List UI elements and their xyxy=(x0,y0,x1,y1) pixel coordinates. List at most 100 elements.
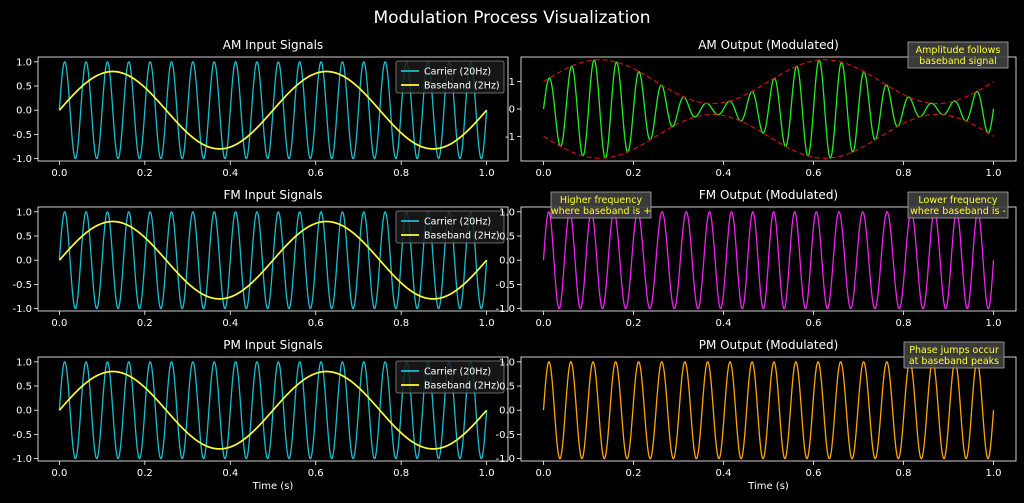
x-tick-label: 0.2 xyxy=(626,318,642,329)
subplot-fm-output: FM Output (Modulated) 0.0 0.2 0.4 0.6 0.8 1.0 -… xyxy=(495,188,1017,329)
subplot-pm-output: PM Output (Modulated) 0.0 0.2 0.4 0.6 0.8 1.0 -… xyxy=(495,338,1017,492)
annotation-background xyxy=(907,191,1009,219)
x-tick-label: 0.2 xyxy=(137,318,153,329)
annotation-text-line: Higher frequency xyxy=(560,195,643,206)
y-tick-label: -1.0 xyxy=(495,454,515,465)
legend-box xyxy=(395,210,505,244)
axes-frame xyxy=(37,56,509,162)
legend-label: Baseband (2Hz) xyxy=(424,81,500,92)
annotation-background xyxy=(550,191,652,219)
plot-area xyxy=(542,211,995,310)
axes-frame xyxy=(520,356,1017,462)
y-tick-label: 0.0 xyxy=(499,256,515,267)
legend: Carrier (20Hz) Baseband (2Hz) xyxy=(395,360,505,394)
y-tick-label: 1.0 xyxy=(499,207,515,218)
subplot-pm-input: PM Input Signals 0.0 0.2 0.4 0.6 0.8 1.0 -1.0 -0… xyxy=(12,338,509,492)
y-tick-label: 0.0 xyxy=(499,406,515,417)
subplot-title: PM Output (Modulated) xyxy=(699,338,839,352)
legend-label: Carrier (20Hz) xyxy=(424,67,491,78)
annotation-text-line: at baseband peaks xyxy=(909,356,999,367)
x-tick-label: 0.6 xyxy=(806,468,822,479)
y-tick-label: -0.5 xyxy=(12,430,32,441)
y-tick-label: 0.5 xyxy=(16,382,32,393)
x-tick-label: 0.4 xyxy=(716,318,732,329)
x-tick-label: 1.0 xyxy=(479,468,495,479)
x-tick-label: 0.0 xyxy=(536,318,552,329)
x-tick-label: 0.8 xyxy=(896,468,912,479)
x-tick-label: 0.4 xyxy=(222,168,238,179)
x-tick-label: 0.6 xyxy=(308,468,324,479)
legend-label: Baseband (2Hz) xyxy=(424,231,500,242)
x-tick-label: 0.0 xyxy=(51,468,67,479)
subplot-am-input: AM Input Signals 0.0 0.2 0.4 0.6 0.8 1.0 -1.0 -0… xyxy=(12,38,509,179)
x-tick-label: 1.0 xyxy=(986,318,1002,329)
envelope-upper-line xyxy=(543,59,994,105)
annotation-text-line: where baseband is + xyxy=(551,206,651,217)
x-tick-label: 1.0 xyxy=(986,468,1002,479)
y-tick-label: -1 xyxy=(505,132,515,143)
annotation-background xyxy=(903,341,1005,369)
subplot-title: FM Input Signals xyxy=(223,188,322,202)
y-tick-label: 1.0 xyxy=(16,357,32,368)
pm-series-line xyxy=(542,361,995,460)
y-tick-label: 1 xyxy=(509,77,515,88)
baseband-series-line xyxy=(58,370,488,450)
subplot-am-output: AM Output (Modulated) 0.0 0.2 0.4 0.6 0.8 1.0 -… xyxy=(505,38,1017,179)
envelope-lower-line xyxy=(543,113,994,159)
x-tick-label: 1.0 xyxy=(479,318,495,329)
axes-frame xyxy=(37,206,509,312)
y-tick-label: -1.0 xyxy=(12,454,32,465)
y-tick-label: -0.5 xyxy=(495,430,515,441)
y-tick-label: 0.5 xyxy=(499,382,515,393)
x-tick-label: 0.6 xyxy=(806,318,822,329)
x-tick-label: 1.0 xyxy=(986,168,1002,179)
legend: Carrier (20Hz) Baseband (2Hz) xyxy=(395,60,505,94)
baseband-series-line xyxy=(58,70,488,150)
y-tick-label: 1.0 xyxy=(16,57,32,68)
axes-frame xyxy=(37,356,509,462)
x-tick-label: 0.8 xyxy=(896,318,912,329)
subplot-title: AM Output (Modulated) xyxy=(698,38,839,52)
am-series-line xyxy=(542,59,995,159)
subplot-title: FM Output (Modulated) xyxy=(699,188,838,202)
baseband-series-line xyxy=(58,220,488,300)
x-tick-label: 0.4 xyxy=(716,468,732,479)
plot-area xyxy=(58,211,488,310)
y-tick-label: -0.5 xyxy=(12,130,32,141)
x-tick-label: 0.0 xyxy=(51,168,67,179)
x-tick-label: 0.2 xyxy=(137,468,153,479)
axes-frame xyxy=(520,206,1017,312)
x-axis-label: Time (s) xyxy=(747,481,789,492)
subplot-title: PM Input Signals xyxy=(223,338,322,352)
x-tick-label: 0.6 xyxy=(308,168,324,179)
plot-area xyxy=(542,59,995,159)
annotation-text-line: baseband signal xyxy=(919,56,997,67)
legend-box xyxy=(395,360,505,394)
y-tick-label: 1.0 xyxy=(499,357,515,368)
y-tick-label: 0.5 xyxy=(499,232,515,243)
x-tick-label: 1.0 xyxy=(479,168,495,179)
annotation-text-line: where baseband is - xyxy=(910,206,1006,217)
legend-label: Baseband (2Hz) xyxy=(424,381,500,392)
y-tick-label: 1.0 xyxy=(16,207,32,218)
subplot-fm-input: FM Input Signals 0.0 0.2 0.4 0.6 0.8 1.0 -1.0 -0… xyxy=(12,188,509,329)
legend-label: Carrier (20Hz) xyxy=(424,217,491,228)
x-tick-label: 0.8 xyxy=(393,168,409,179)
x-tick-label: 0.8 xyxy=(896,168,912,179)
x-tick-label: 0.6 xyxy=(308,318,324,329)
plot-area xyxy=(542,361,995,460)
legend-label: Carrier (20Hz) xyxy=(424,367,491,378)
x-tick-label: 0.0 xyxy=(51,318,67,329)
annotation-text-line: Amplitude follows xyxy=(916,45,1001,56)
fm-series-line xyxy=(542,211,995,310)
plot-area xyxy=(58,361,488,460)
x-tick-label: 0.0 xyxy=(536,468,552,479)
x-tick-label: 0.4 xyxy=(716,168,732,179)
x-tick-label: 0.8 xyxy=(393,318,409,329)
y-tick-label: -1.0 xyxy=(12,304,32,315)
